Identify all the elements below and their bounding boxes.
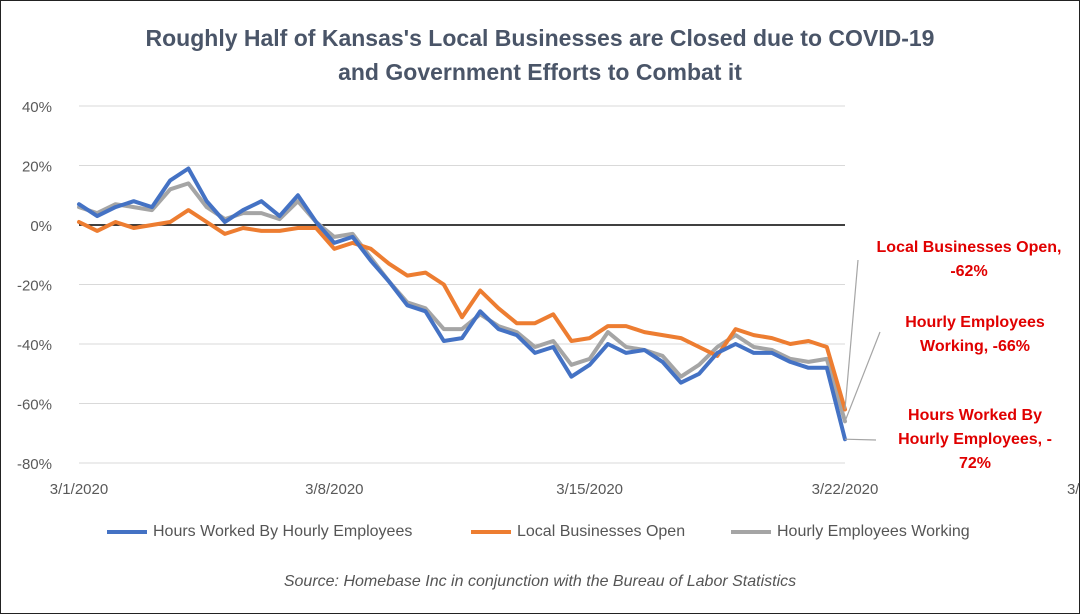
legend-swatch-hours — [107, 530, 147, 534]
legend-item-local: Local Businesses Open — [471, 521, 685, 543]
annotation-local-line-1: Local Businesses Open, — [876, 239, 1062, 256]
legend-swatch-local — [471, 530, 511, 534]
source-note: Source: Homebase Inc in conjunction with… — [283, 573, 797, 590]
y-tick-label: 0% — [30, 218, 52, 235]
legend-item-employees: Hourly Employees Working — [731, 521, 970, 543]
x-tick-label: 3/1/2020 — [50, 481, 108, 498]
x-tick-label: 3/22/2020 — [812, 481, 879, 498]
annotation-hours-line-1: Hours Worked By — [908, 407, 1042, 424]
annotation-hours-worked: Hours Worked By Hourly Employees, - 72% — [880, 404, 1070, 476]
gridlines — [79, 105, 845, 464]
annotation-local-businesses: Local Businesses Open, -62% — [864, 236, 1074, 284]
legend-label-hours: Hours Worked By Hourly Employees — [153, 523, 413, 540]
legend-swatch-employees — [731, 530, 771, 534]
y-tick-label: -60% — [17, 397, 52, 414]
y-tick-label: -80% — [17, 456, 52, 473]
employees-working-line — [77, 181, 847, 424]
legend-item-hours: Hours Worked By Hourly Employees — [107, 521, 412, 543]
chart-title-line-1: Roughly Half of Kansas's Local Businesse… — [145, 25, 935, 51]
y-tick-label: -20% — [17, 278, 52, 295]
leader-hourly-employees — [844, 331, 881, 422]
legend-label-employees: Hourly Employees Working — [777, 523, 970, 540]
annotation-hours-line-2: Hourly Employees, - — [898, 431, 1052, 448]
annotation-employees-line-1: Hourly Employees — [905, 314, 1045, 331]
x-tick-label: 3/29/2020 — [1067, 481, 1080, 498]
local-businesses-line — [77, 208, 847, 412]
hours-worked-line — [77, 166, 847, 442]
x-tick-label: 3/8/2020 — [305, 481, 363, 498]
annotation-local-line-2: -62% — [950, 263, 988, 280]
legend-label-local: Local Businesses Open — [517, 523, 686, 540]
y-tick-label: -40% — [17, 337, 52, 354]
y-axis-tick-labels: 40% 20% 0% -20% -40% -60% -80% — [17, 99, 52, 473]
annotation-leader-lines — [844, 259, 881, 441]
y-tick-label: 20% — [22, 159, 52, 176]
series-lines — [77, 166, 847, 442]
leader-hours-worked — [844, 438, 877, 441]
x-axis-tick-labels: 3/1/2020 3/8/2020 3/15/2020 3/22/2020 3/29/2… — [50, 481, 1080, 498]
x-tick-label: 3/15/2020 — [556, 481, 623, 498]
annotation-hours-line-3: 72% — [958, 455, 992, 472]
annotation-employees-line-2: Working, -66% — [920, 338, 1030, 355]
chart-legend: Hours Worked By Hourly Employees Local B… — [0, 521, 1080, 543]
leader-local-businesses — [844, 259, 859, 410]
annotation-hourly-employees: Hourly Employees Working, -66% — [880, 311, 1070, 359]
chart-title-line-2: and Government Efforts to Combat it — [338, 59, 742, 85]
y-tick-label: 40% — [22, 99, 52, 116]
